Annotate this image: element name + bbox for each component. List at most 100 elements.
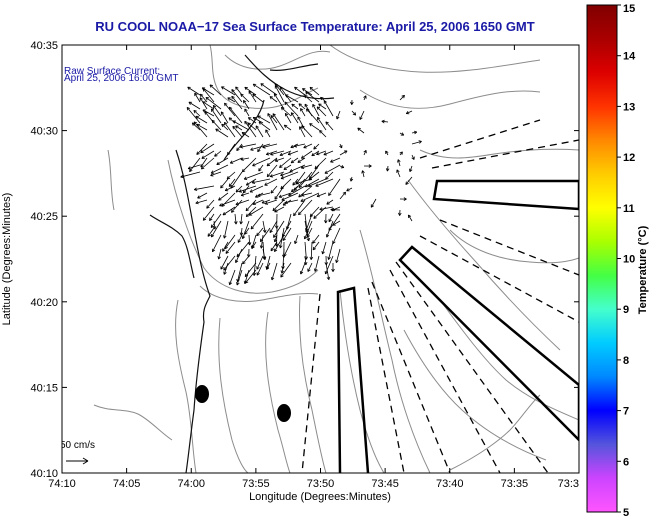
current-vector bbox=[180, 171, 201, 179]
current-vector bbox=[188, 101, 201, 110]
current-vector bbox=[409, 165, 413, 172]
current-vector bbox=[407, 214, 413, 222]
map-background bbox=[62, 45, 579, 473]
current-vector bbox=[280, 262, 285, 274]
current-vector bbox=[270, 185, 278, 194]
current-vector bbox=[194, 92, 201, 103]
current-vector bbox=[210, 164, 229, 174]
current-vector bbox=[257, 115, 271, 124]
current-vector bbox=[229, 157, 243, 164]
current-vector bbox=[311, 150, 320, 157]
current-vector bbox=[201, 150, 215, 159]
current-vector bbox=[282, 227, 292, 241]
current-vector bbox=[399, 197, 407, 201]
current-vector bbox=[397, 209, 402, 216]
current-vector bbox=[267, 113, 278, 131]
current-vector bbox=[370, 198, 377, 208]
colorbar-tick-label: 14 bbox=[623, 51, 636, 63]
coastline-li bbox=[269, 63, 319, 71]
x-tick-label: 73:35 bbox=[501, 478, 529, 490]
y-tick-label: 40:15 bbox=[30, 382, 58, 394]
current-vector bbox=[339, 143, 343, 149]
current-vector bbox=[280, 106, 292, 117]
current-vector bbox=[251, 178, 271, 185]
current-vector bbox=[399, 132, 405, 136]
current-annotation-title: Raw Surface Current: bbox=[64, 66, 160, 77]
colorbar-tick-label: 12 bbox=[623, 152, 635, 164]
current-vector bbox=[217, 248, 222, 260]
current-vector bbox=[266, 164, 278, 178]
current-vector bbox=[349, 176, 354, 182]
current-vector bbox=[250, 213, 264, 230]
current-vector bbox=[242, 255, 250, 265]
current-vector bbox=[325, 220, 334, 238]
current-vector bbox=[202, 109, 215, 117]
x-tick-label: 73:50 bbox=[307, 478, 335, 490]
current-vector bbox=[294, 86, 306, 96]
current-vector bbox=[228, 106, 243, 124]
current-vector bbox=[301, 125, 313, 138]
current-vector bbox=[313, 143, 320, 150]
current-vector bbox=[304, 94, 313, 103]
current-vector bbox=[235, 86, 243, 96]
current-vector bbox=[399, 94, 405, 101]
current-vector bbox=[220, 111, 229, 124]
current-vector bbox=[262, 143, 278, 149]
current-vector bbox=[323, 100, 334, 117]
current-vector bbox=[256, 262, 264, 276]
current-vector bbox=[257, 143, 264, 153]
radar-site-marker bbox=[195, 385, 209, 403]
dashed-beams bbox=[301, 119, 579, 473]
current-vector bbox=[224, 121, 236, 138]
colorbar-ticks: 15 14 13 12 11 10 9 8 7 6 5 bbox=[617, 3, 636, 519]
contour-line bbox=[339, 289, 385, 473]
coastline-nj bbox=[175, 149, 211, 473]
current-vector bbox=[255, 192, 264, 198]
current-vector bbox=[304, 178, 320, 188]
current-vector bbox=[279, 150, 292, 157]
current-vector bbox=[218, 192, 229, 201]
current-vector bbox=[262, 220, 267, 233]
current-vector bbox=[331, 262, 335, 272]
current-vector bbox=[399, 151, 403, 156]
current-vector bbox=[312, 241, 320, 251]
contour-line bbox=[218, 317, 249, 473]
current-vector bbox=[202, 101, 215, 110]
current-vector bbox=[210, 220, 222, 238]
current-vector bbox=[278, 192, 292, 198]
current-vector bbox=[309, 123, 320, 131]
current-vector bbox=[211, 234, 222, 253]
dashed-beam bbox=[431, 139, 579, 169]
current-vector bbox=[381, 119, 389, 124]
current-vector bbox=[279, 157, 292, 168]
current-vector bbox=[300, 192, 320, 202]
current-vector bbox=[319, 206, 334, 211]
current-vector bbox=[214, 150, 222, 157]
contour-line bbox=[167, 159, 319, 294]
current-vector bbox=[305, 91, 320, 103]
coastline bbox=[149, 54, 335, 473]
current-vector bbox=[235, 248, 243, 263]
current-vector bbox=[274, 185, 285, 200]
current-vector bbox=[211, 119, 222, 131]
current-vector bbox=[291, 185, 299, 193]
current-vector bbox=[396, 169, 401, 178]
current-vector bbox=[270, 150, 285, 156]
current-vector bbox=[280, 171, 299, 180]
x-axis-label: Longitude (Degrees:Minutes) bbox=[249, 491, 391, 503]
current-vector bbox=[290, 157, 299, 164]
current-vector bbox=[270, 262, 278, 281]
current-vector bbox=[243, 171, 264, 180]
contour-line bbox=[419, 148, 579, 159]
current-vector bbox=[209, 84, 222, 96]
current-vector bbox=[326, 199, 334, 205]
current-vector bbox=[187, 86, 201, 96]
current-vector bbox=[284, 199, 299, 205]
current-vector bbox=[248, 90, 257, 103]
current-vector bbox=[234, 213, 238, 225]
current-vector bbox=[228, 178, 236, 187]
current-vector bbox=[309, 241, 314, 260]
current-vector bbox=[316, 116, 327, 131]
current-vector bbox=[323, 213, 328, 224]
